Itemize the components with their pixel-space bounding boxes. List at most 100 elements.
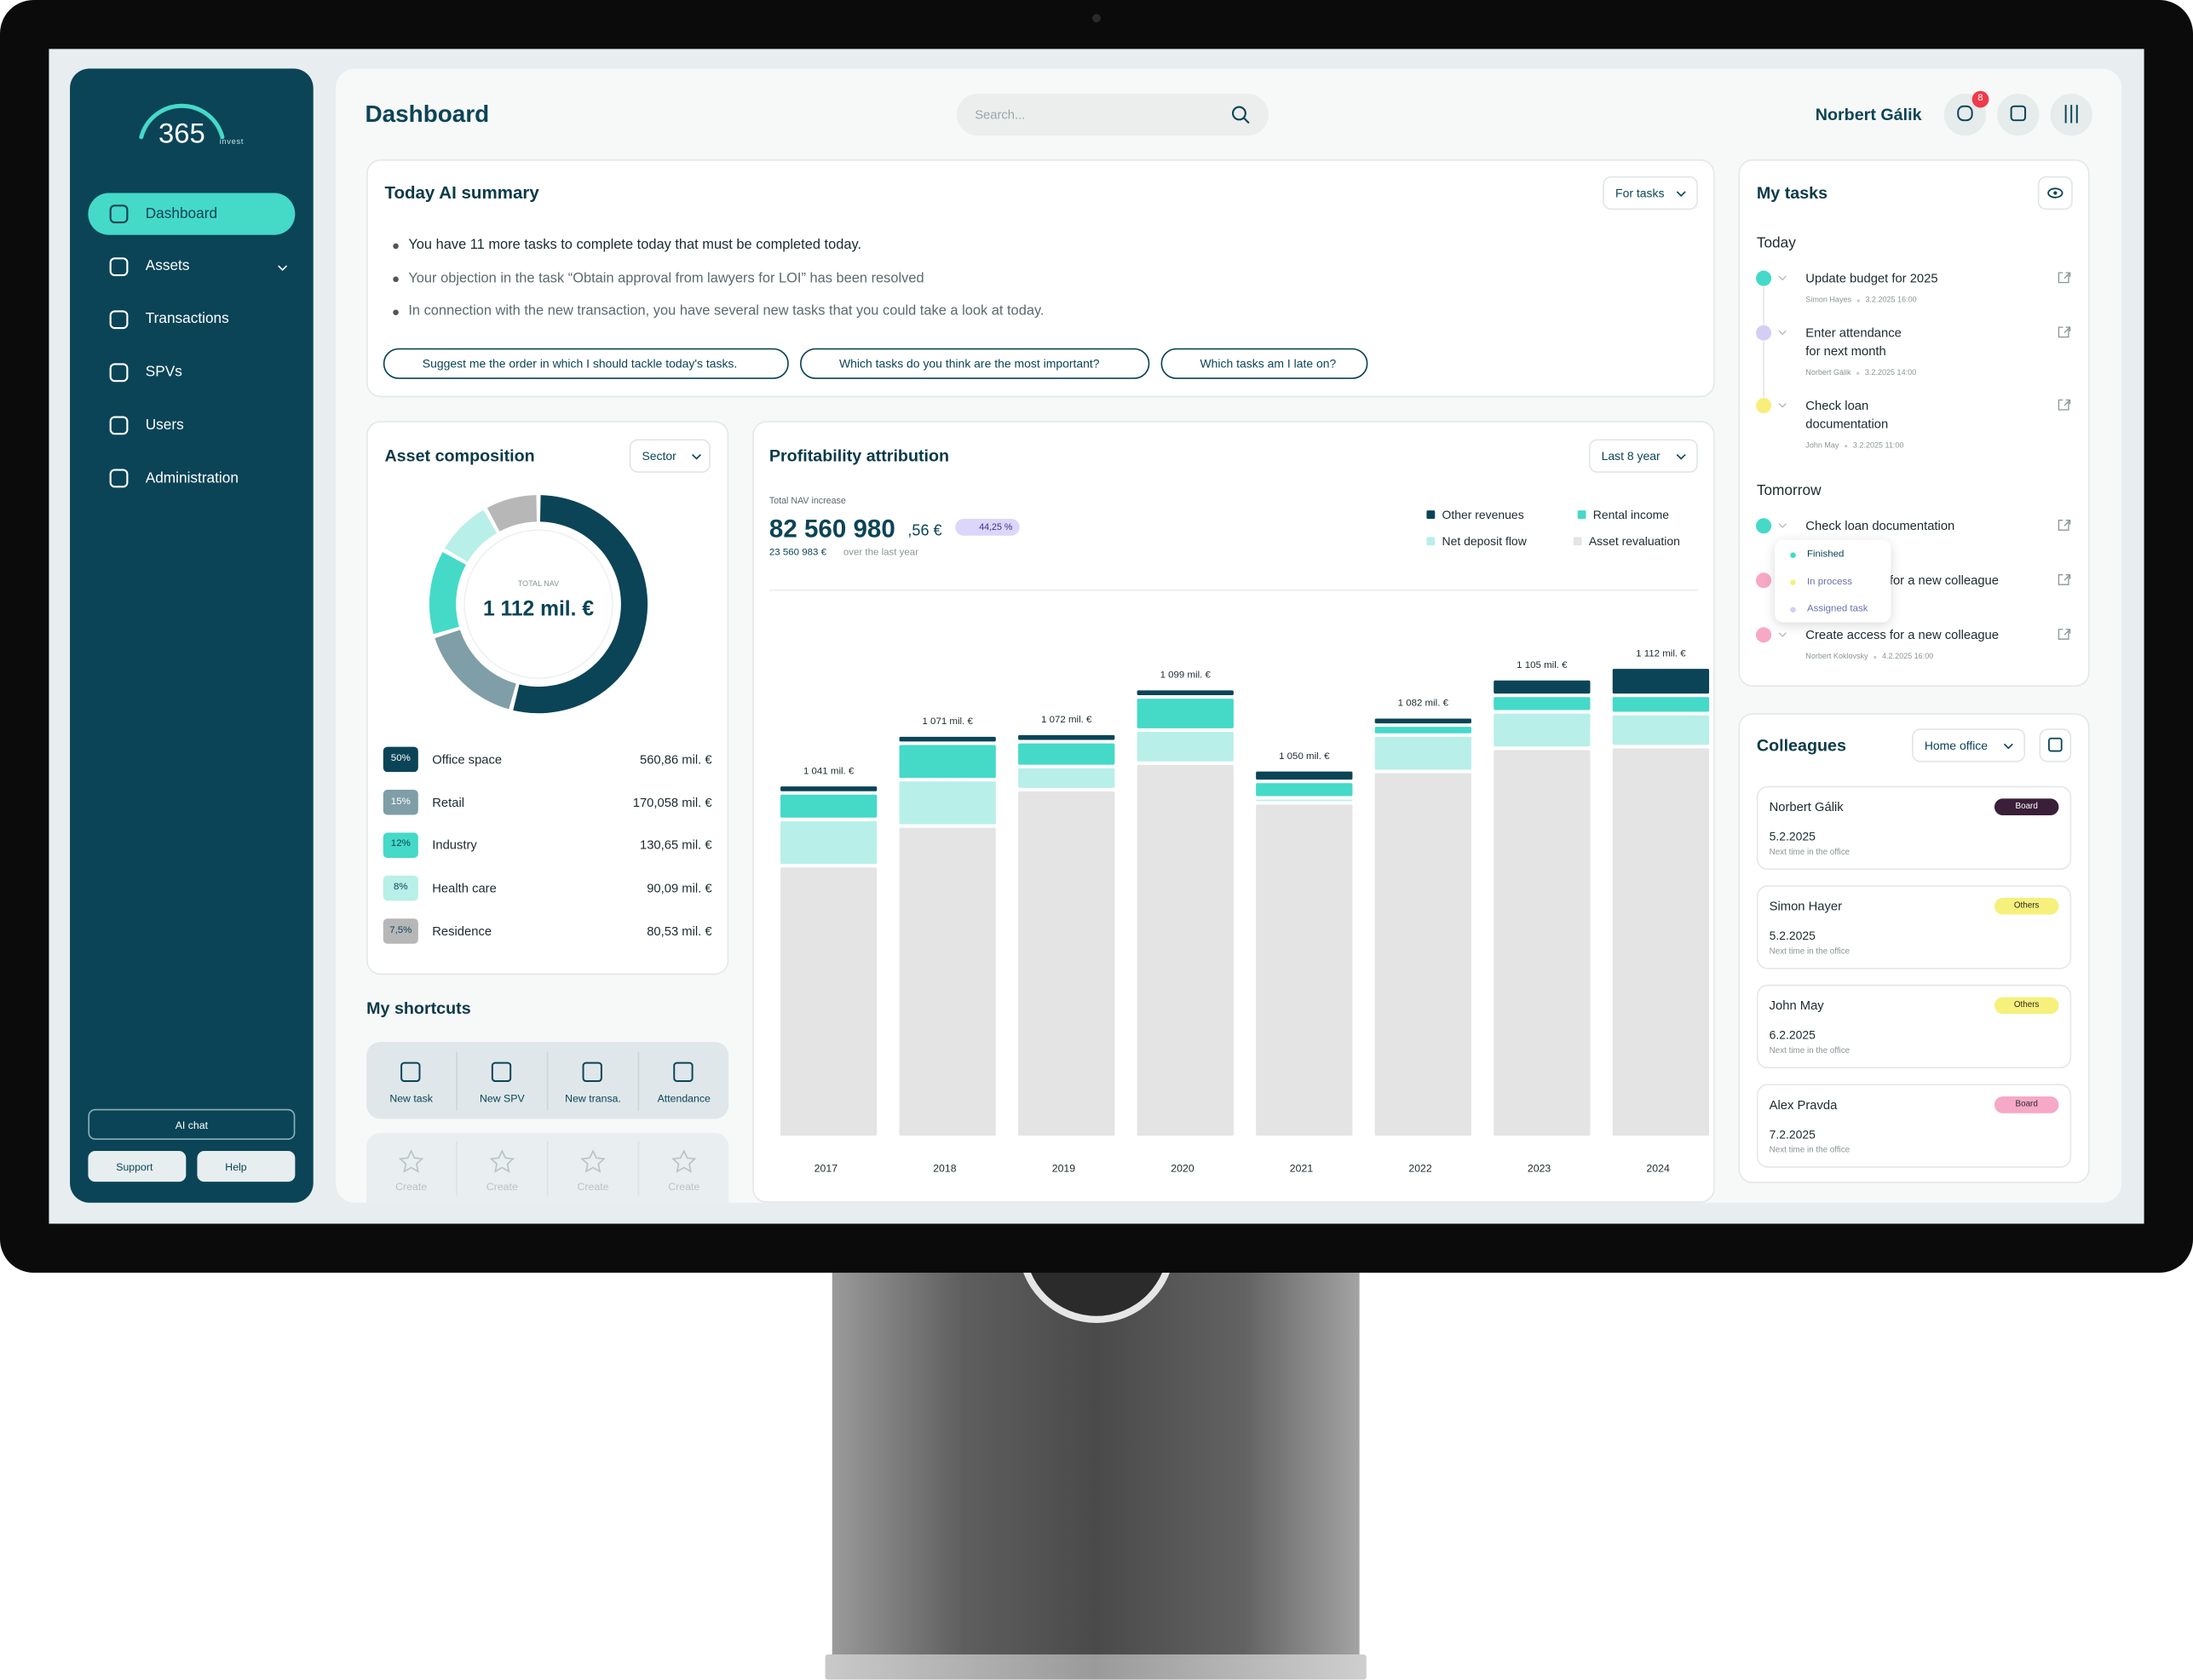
bar-segment — [1137, 699, 1234, 728]
donut-segment — [486, 495, 538, 532]
page-title: Dashboard — [365, 101, 490, 128]
chevron — [2003, 743, 2013, 750]
card-title: Profitability attribution — [768, 446, 950, 466]
shortcut-create[interactable]: Create — [486, 1179, 518, 1193]
shortcut-create[interactable]: Create — [668, 1179, 700, 1193]
dropdown-label[interactable]: Sector — [642, 448, 676, 463]
prompt-label[interactable]: Which tasks do you think are the most im… — [838, 355, 1100, 371]
donut-segment — [513, 495, 648, 714]
bar-segment — [1018, 743, 1115, 765]
nav-item[interactable]: Transactions — [145, 310, 229, 328]
search-icon — [1232, 106, 1246, 121]
task-title[interactable]: Check loan documentation — [1805, 519, 1955, 533]
bar-segment — [1256, 804, 1353, 1136]
shortcut-label[interactable]: New transa. — [565, 1091, 621, 1105]
colleague-tag-label: Board — [2015, 803, 2038, 812]
task-title[interactable]: Update budget for 2025 — [1805, 271, 1938, 285]
status-dot — [1790, 552, 1796, 558]
dropdown-button[interactable] — [629, 439, 711, 473]
support-label[interactable]: Support — [116, 1159, 153, 1173]
chevron — [1778, 403, 1787, 408]
colleague-date: 5.2.2025 — [1769, 928, 1816, 942]
camera — [1092, 14, 1101, 23]
help-button[interactable] — [197, 1151, 296, 1182]
x-tick-label: 2022 — [1408, 1161, 1432, 1175]
task-group-label: Tomorrow — [1756, 481, 1822, 499]
dropdown-label[interactable]: Home office — [1924, 737, 1989, 752]
shortcut-label[interactable]: New SPV — [479, 1091, 525, 1105]
external-link-icon — [2058, 272, 2071, 284]
bar-segment — [1018, 734, 1115, 740]
bar-segment — [780, 820, 878, 865]
prompt-label[interactable]: Which tasks am I late on? — [1200, 355, 1337, 371]
donut-segment — [445, 509, 498, 562]
dropdown-label[interactable]: Last 8 year — [1601, 448, 1661, 463]
nav-item[interactable]: Users — [145, 416, 184, 434]
dropdown-button[interactable] — [1588, 439, 1698, 473]
prompt-button[interactable] — [1160, 348, 1368, 379]
task-person: Simon Hayes — [1805, 296, 1852, 305]
status-dot — [1790, 607, 1796, 613]
prompt-button[interactable] — [383, 348, 789, 379]
ai-chat-label[interactable]: AI chat — [175, 1118, 209, 1131]
legend-label: Retail — [432, 795, 465, 809]
nav-active[interactable] — [88, 193, 296, 235]
colleague-tag — [1994, 897, 2059, 915]
prompt-label[interactable]: Suggest me the order in which I should t… — [422, 355, 738, 371]
legend-label: Residence — [432, 923, 492, 939]
task-title[interactable]: Check loan — [1805, 398, 1869, 413]
colleague-tag — [1994, 1096, 2059, 1113]
logo: 365 — [158, 118, 205, 150]
header-icon-button[interactable] — [1997, 93, 2040, 136]
summary-bullet: Your objection in the task “Obtain appro… — [408, 270, 924, 287]
dropdown-label[interactable]: For tasks — [1615, 185, 1665, 199]
x-tick-label: 2023 — [1527, 1161, 1551, 1175]
colleague-tag — [1994, 798, 2059, 816]
shortcut-label[interactable]: Attendance — [657, 1091, 711, 1105]
status-dot — [1790, 579, 1796, 586]
bar-segment — [1374, 773, 1471, 1136]
dropdown-button[interactable] — [1603, 175, 1698, 210]
nav-item[interactable]: SPVs — [145, 363, 182, 381]
bar-segment — [780, 786, 878, 791]
colleague-name: John May — [1769, 998, 1824, 1013]
nav-icon — [109, 363, 129, 383]
meta-separator — [1874, 655, 1877, 659]
bar-segment — [1137, 764, 1234, 1136]
nav-item[interactable]: Dashboard — [145, 204, 218, 222]
search-box[interactable] — [956, 93, 1269, 136]
status-option[interactable]: Assigned task — [1806, 604, 1868, 614]
colleague-name: Alex Pravda — [1769, 1097, 1838, 1113]
legend-label: Rental income — [1592, 507, 1669, 521]
stand-base — [825, 1654, 1367, 1680]
legend-swatch — [1426, 537, 1436, 546]
donut-center-value: 1 112 mil. € — [482, 596, 595, 621]
icon-button[interactable] — [2039, 728, 2072, 762]
nav-icon — [109, 204, 129, 224]
task-title[interactable]: Enter attendance — [1805, 325, 1902, 340]
nav-item[interactable]: Administration — [145, 469, 239, 486]
task-status — [1756, 325, 1772, 341]
ai-chat-button[interactable] — [88, 1108, 296, 1140]
help-label[interactable]: Help — [225, 1159, 247, 1173]
shortcut-create[interactable]: Create — [395, 1179, 428, 1193]
nav-item[interactable]: Assets — [145, 257, 190, 275]
status-option[interactable]: Finished — [1806, 549, 1845, 560]
external-link-icon — [2058, 326, 2071, 338]
bar-total-label: 1 072 mil. € — [1041, 715, 1092, 725]
legend-percent: 15% — [390, 797, 411, 807]
shortcut-create[interactable]: Create — [577, 1179, 609, 1193]
task-title[interactable]: documentation — [1805, 417, 1889, 431]
search-placeholder[interactable]: Search... — [975, 107, 1026, 122]
bar-segment — [1612, 748, 1710, 1136]
external-link-icon — [2058, 399, 2071, 411]
status-option[interactable]: In process — [1806, 577, 1852, 587]
task-title[interactable]: Create access for a new colleague — [1805, 628, 1999, 642]
x-tick-label: 2020 — [1171, 1161, 1194, 1175]
colleague-name: Norbert Gálik — [1769, 799, 1844, 814]
prompt-button[interactable] — [799, 348, 1150, 379]
shortcut-label[interactable]: New task — [389, 1091, 433, 1105]
task-title[interactable]: for next month — [1805, 343, 1886, 359]
support-button[interactable] — [88, 1151, 187, 1182]
